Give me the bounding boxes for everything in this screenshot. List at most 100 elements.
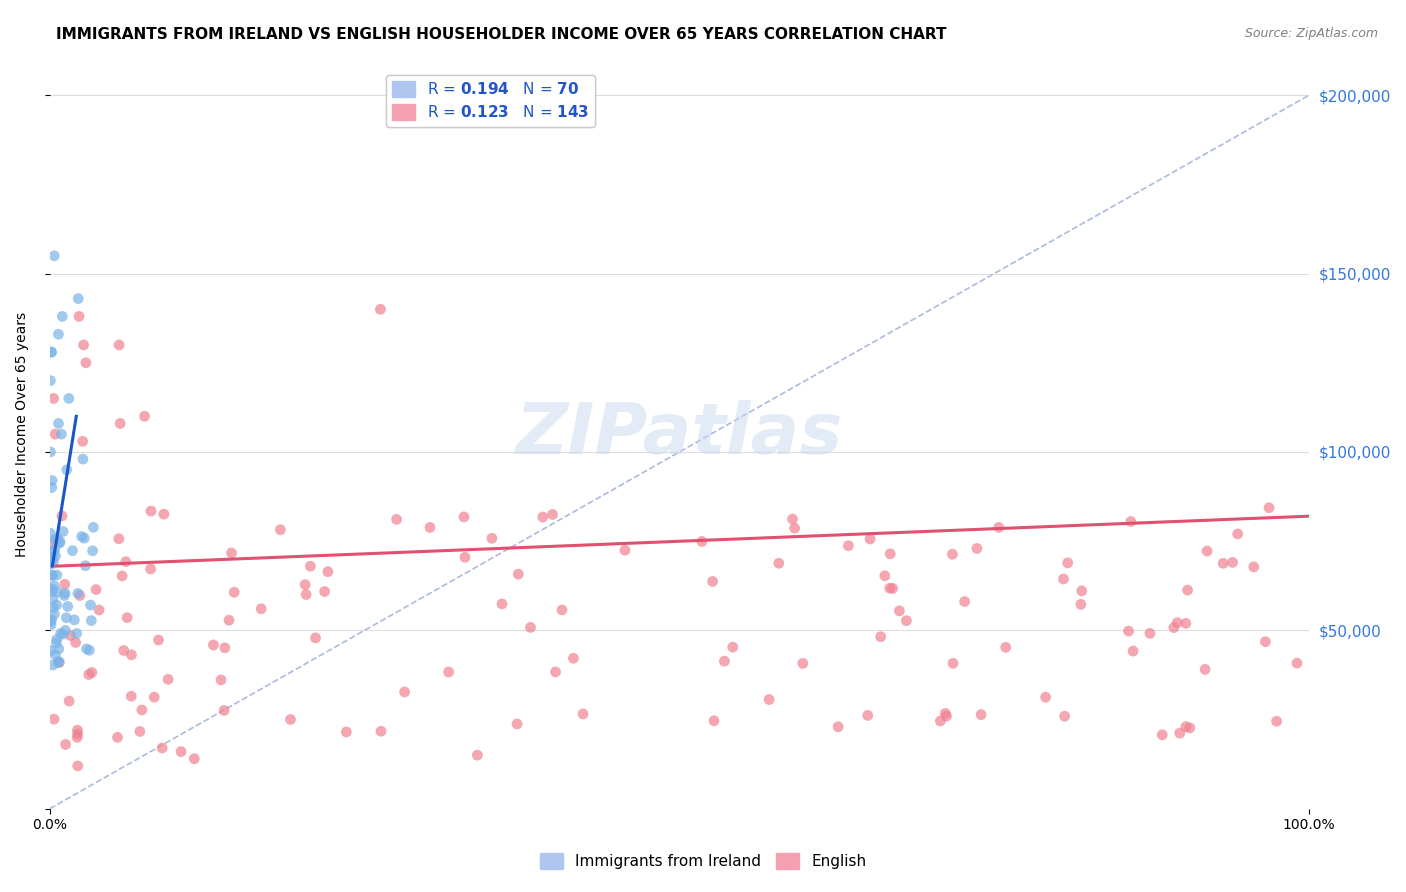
Point (45, 549, 67, 563)
Point (465, 748, 488, 763)
Point (48, 655, 70, 669)
Point (44, 542, 66, 557)
Point (1265, 714, 1288, 729)
Point (859, 532, 882, 546)
Point (869, 630, 891, 644)
Point (44, 249, 66, 263)
Point (42, 712, 65, 726)
Point (314, 584, 336, 599)
Point (66, 731, 89, 745)
Point (370, 302, 392, 317)
Point (170, 745, 193, 759)
Point (214, 640, 236, 655)
Point (46, 532, 69, 546)
Point (52, 627, 75, 641)
Point (551, 603, 574, 617)
Point (41, 568, 63, 582)
Point (139, 504, 162, 518)
Point (72, 338, 94, 352)
Point (63, 613, 86, 627)
Point (531, 510, 554, 524)
Point (111, 569, 134, 583)
Point (873, 569, 896, 583)
Point (966, 541, 988, 556)
Point (128, 724, 150, 739)
Legend: Immigrants from Ireland, English: Immigrants from Ireland, English (533, 847, 873, 875)
Point (39, 526, 62, 541)
Point (1197, 544, 1219, 558)
Point (46, 585, 69, 599)
Point (66, 759, 89, 773)
Point (721, 640, 744, 654)
Point (53, 589, 76, 603)
Point (150, 741, 173, 756)
Point (294, 577, 316, 591)
Point (39, 614, 62, 628)
Point (41, 568, 63, 582)
Point (1254, 634, 1277, 648)
Point (39, 617, 62, 632)
Point (52, 524, 75, 539)
Legend: R = $\bf{0.194}$   N = $\bf{70}$, R = $\bf{0.123}$   N = $\bf{143}$: R = $\bf{0.194}$ N = $\bf{70}$, R = $\bf… (385, 75, 595, 127)
Point (1119, 515, 1142, 529)
Point (108, 338, 131, 352)
Point (953, 594, 976, 608)
Point (41, 584, 63, 599)
Point (58, 392, 80, 406)
Point (44, 579, 66, 593)
Point (481, 531, 503, 545)
Point (1070, 583, 1092, 598)
Point (882, 582, 904, 596)
Point (1052, 572, 1074, 586)
Point (385, 512, 408, 526)
Point (75, 558, 97, 573)
Point (42, 591, 65, 606)
Point (1152, 728, 1174, 742)
Point (1178, 721, 1201, 735)
Point (66, 723, 89, 738)
Point (506, 717, 529, 731)
Point (1166, 615, 1188, 630)
Point (44, 607, 66, 621)
Point (758, 692, 780, 706)
Point (491, 597, 513, 611)
Point (837, 539, 859, 553)
Point (44, 427, 66, 442)
Point (437, 665, 460, 679)
Point (935, 709, 957, 723)
Point (572, 706, 595, 721)
Point (58, 694, 80, 708)
Point (1212, 557, 1234, 571)
Point (42, 544, 65, 558)
Point (41, 582, 63, 596)
Point (827, 720, 849, 734)
Point (59, 629, 82, 643)
Point (44, 648, 66, 662)
Point (519, 620, 541, 634)
Point (72, 452, 94, 467)
Point (49, 626, 72, 640)
Point (896, 614, 918, 628)
Point (108, 417, 131, 431)
Point (148, 633, 170, 648)
Point (48, 327, 70, 342)
Point (782, 512, 804, 526)
Point (66, 586, 89, 600)
Point (250, 602, 273, 616)
Point (879, 581, 901, 595)
Point (114, 555, 136, 569)
Point (856, 708, 879, 723)
Point (1163, 621, 1185, 635)
Point (41, 474, 63, 488)
Point (42, 600, 65, 615)
Point (41, 345, 63, 359)
Point (994, 640, 1017, 655)
Point (1122, 644, 1144, 658)
Point (1035, 690, 1057, 705)
Point (221, 546, 243, 560)
Point (783, 521, 806, 535)
Point (72, 434, 94, 449)
Point (139, 562, 162, 576)
Point (67, 310, 90, 324)
Point (49, 534, 72, 549)
